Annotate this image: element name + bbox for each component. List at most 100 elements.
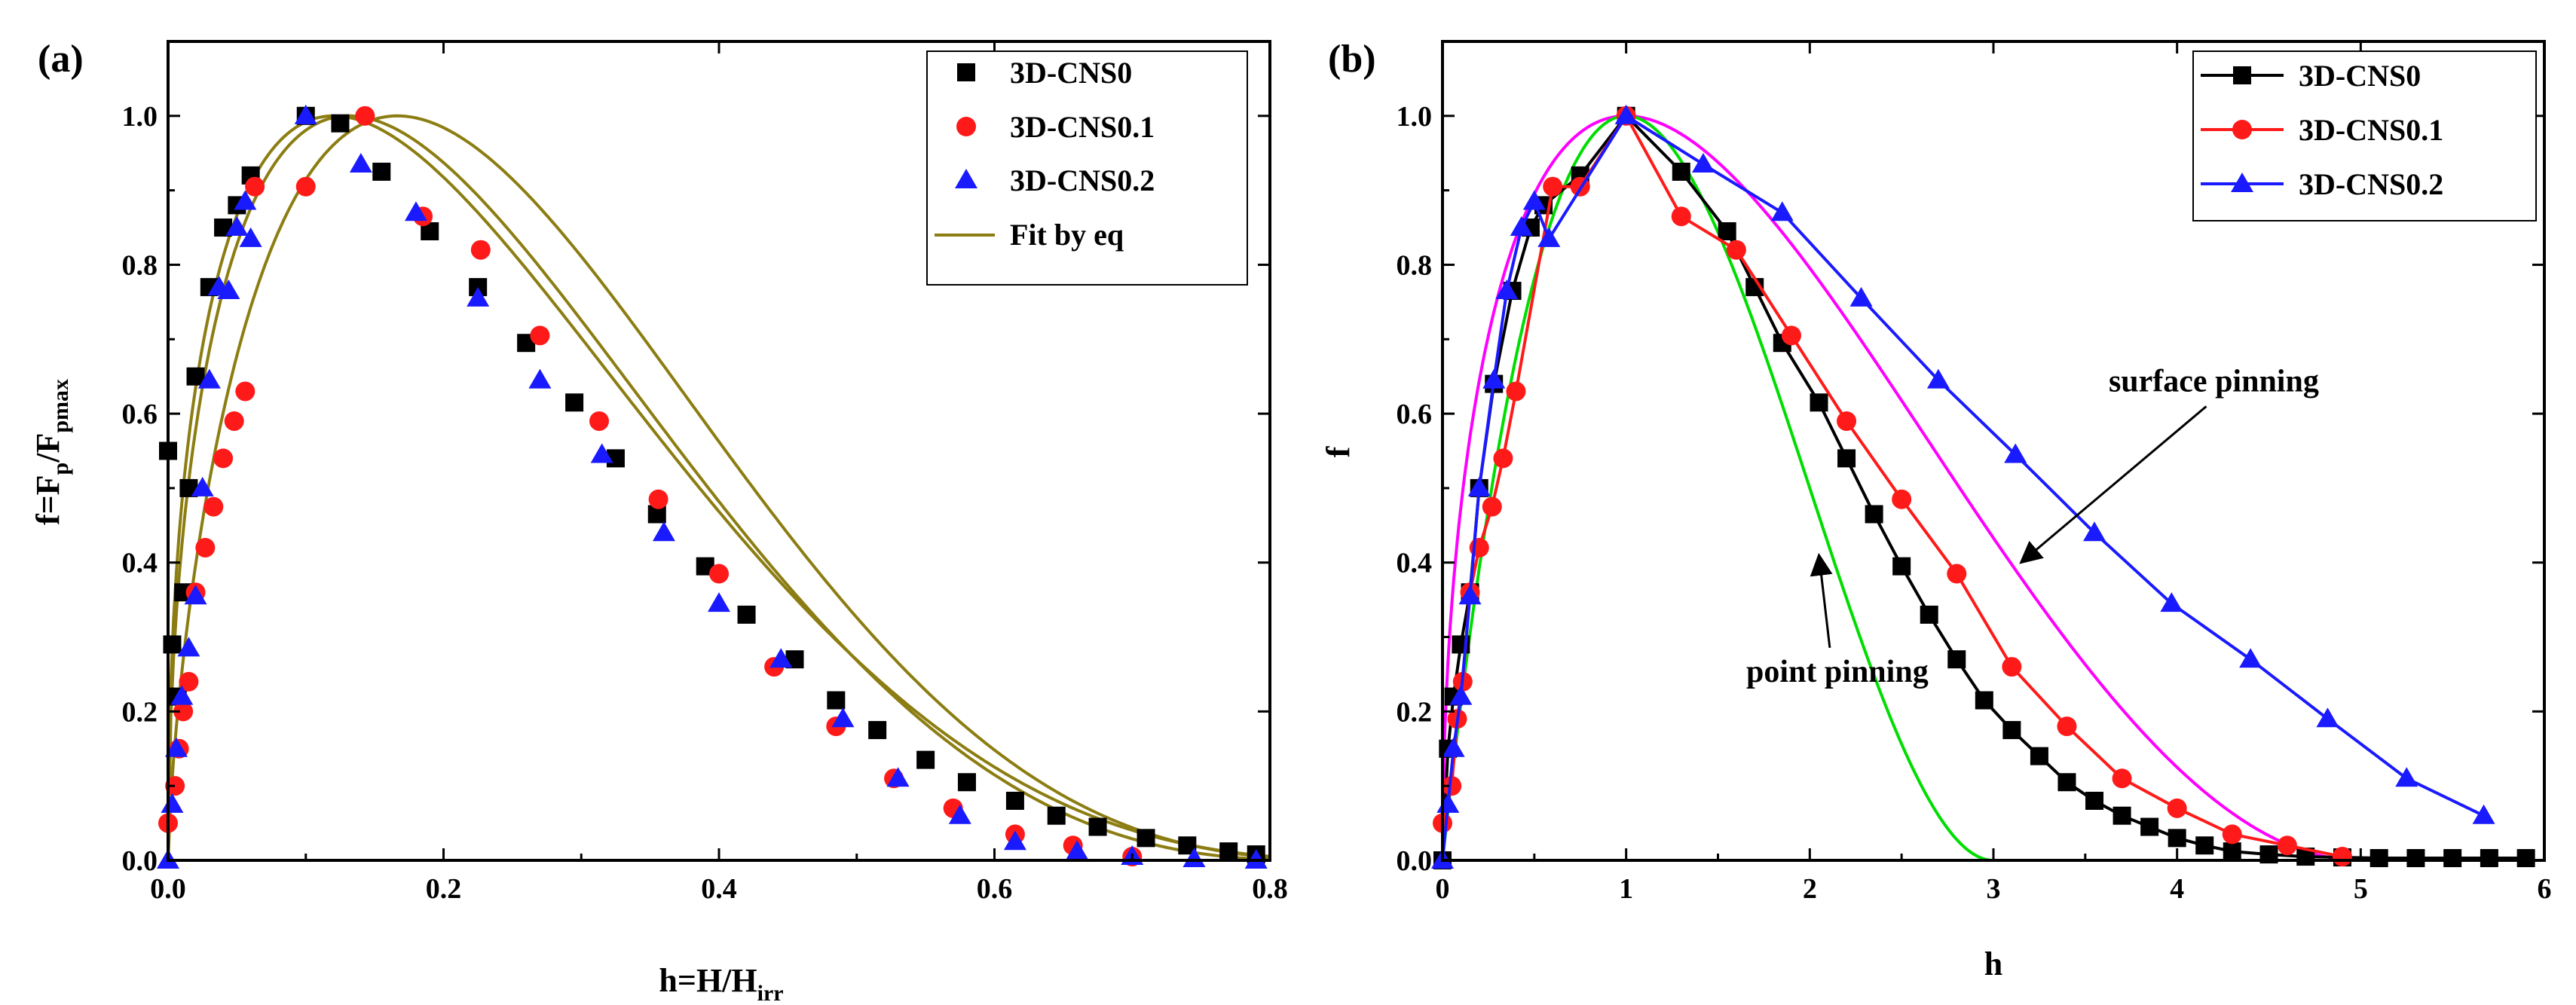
panel-b-legend-label-3d-cns0-2: 3D-CNS0.2 [2299,167,2443,201]
panel-a-point-square [1137,829,1155,848]
panel-a-y-tick-label: 0.0 [122,845,158,877]
panel-a-point-triangle [831,707,855,728]
panel-a-point-triangle [708,592,730,612]
legend-marker-square [2233,66,2251,84]
panel-b-point-square [1672,162,1690,181]
panel-a-label: (a) [38,38,84,81]
panel-a-markers [157,104,1268,869]
panel-b-series-line [1441,112,2343,859]
panel-b-annotation-label: point pinning [1746,655,1929,689]
panel-b-annotation-arrow [2019,405,2207,564]
panel-a-series-3 [157,104,1268,869]
panel-a-point-triangle [467,286,490,307]
panel-b-x-tick-label: 1 [1619,873,1633,905]
panel-b-point-square [2480,849,2498,868]
panel-b-point-circle [2167,798,2187,818]
panel-b-point-triangle [1495,280,1519,300]
panel-b-point-triangle [1482,368,1506,389]
panel-a-point-square [1047,806,1066,825]
panel-a-point-triangle [225,216,249,237]
panel-b-x-tick-label: 2 [1803,873,1817,905]
panel-a-point-triangle [164,737,188,757]
panel-b-annotation-arrow [1810,552,1833,649]
panel-a-point-circle [648,489,668,509]
panel-a-point-triangle [294,104,317,124]
panel-a-point-triangle [1003,830,1026,851]
panel-a-y-tick-label: 0.4 [122,548,158,579]
panel-b-point-triangle [1614,104,1638,124]
panel-a-point-square [331,114,350,133]
panel-a-point-square [372,162,391,181]
panel-b-point-circle [1947,564,1967,584]
panel-b-y-tick-label: 0.4 [1397,548,1433,579]
panel-a-point-square [186,367,205,386]
panel-b-point-triangle [1537,227,1561,247]
panel-a-point-circle [165,776,185,796]
panel-a-y-tick-label: 0.2 [122,696,158,728]
panel-b-point-square [2113,806,2131,825]
panel-b-point-triangle [1458,585,1482,605]
panel-b-y-tick-label: 0.0 [1397,845,1433,877]
panel-a-point-square [1005,791,1024,810]
panel-b-annotations: surface pinning point pinning [1746,364,2319,689]
panel-b-point-circle [2332,847,2352,867]
panel-b-point-triangle [1692,153,1715,173]
panel-a-y-tick-label: 0.6 [122,399,158,430]
panel-b-series-line [1441,114,2485,861]
panel-b-point-triangle [2083,521,2106,542]
panel-a-chart: (a) 0.0 0.2 0.4 0.6 0.8 0.0 0.2 0.4 0.6 0.8 1.0 h=… [29,38,1288,1005]
panel-b-point-triangle [2316,707,2339,728]
panel-a-point-square [565,393,584,412]
panel-b-annotation-label: surface pinning [2109,364,2319,399]
panel-b-y-tick-label: 0.6 [1397,399,1433,430]
panel-a-point-triangle [161,793,184,813]
panel-b-point-triangle [1926,368,1950,389]
panel-b-point-square [2195,836,2214,855]
panel-b-series-3 [1431,104,2495,869]
panel-b-point-circle [2277,835,2297,856]
panel-a-point-circle [224,411,244,431]
panel-b-point-square [2369,849,2388,868]
panel-b-point-square [1837,449,1856,468]
panel-a-point-circle [179,671,199,692]
panel-b-y-tick-label: 0.2 [1397,696,1433,728]
panel-b-point-triangle [1522,190,1546,210]
panel-a-point-circle [355,105,375,126]
panel-b-model-curve-2 [1441,114,2544,862]
panel-a-y-tick-label: 1.0 [122,101,158,133]
panel-b-point-triangle [1442,737,1465,757]
panel-b-point-triangle [2239,648,2262,668]
panel-a-point-triangle [886,767,910,787]
panel-a-point-triangle [769,648,793,668]
panel-b-point-triangle [1849,286,1873,307]
panel-a-point-triangle [234,190,257,210]
panel-a-point-triangle [404,201,427,221]
panel-b-series [1431,104,2535,869]
panel-b-model-curve-1 [1441,114,2544,862]
panel-a-point-triangle [217,280,240,300]
panel-b-point-square [1920,605,1938,624]
panel-b-point-circle [2002,657,2022,677]
panel-b-legend-label-3d-cns0: 3D-CNS0 [2299,59,2421,93]
panel-a-point-square [957,773,976,792]
panel-b-point-square [2223,842,2241,861]
panel-b-label: (b) [1328,38,1376,81]
panel-b-point-square [1947,650,1966,669]
panel-b-x-tick-label: 4 [2170,873,2184,905]
panel-b-point-square [1865,505,1883,524]
panel-a-point-square [737,605,756,624]
panel-b-point-circle [2112,768,2132,789]
panel-b-point-square [2140,817,2159,836]
panel-a-point-triangle [652,521,675,542]
panel-a-point-triangle [184,585,207,605]
panel-a-legend: 3D-CNS0 3D-CNS0.1 3D-CNS0.2 Fit by eq [926,50,1248,286]
panel-a-legend-label-3d-cns0: 3D-CNS0 [1010,56,1132,90]
panel-b-point-triangle [1510,216,1533,237]
panel-b-x-tick-label: 5 [2354,873,2368,905]
panel-b-y-axis-label: f [1320,445,1357,457]
panel-b-point-circle [1892,489,1912,509]
panel-b-y-tick-label: 0.8 [1397,249,1433,281]
panel-b-x-tick-label: 0 [1436,873,1450,905]
panel-a-point-square [827,691,846,710]
